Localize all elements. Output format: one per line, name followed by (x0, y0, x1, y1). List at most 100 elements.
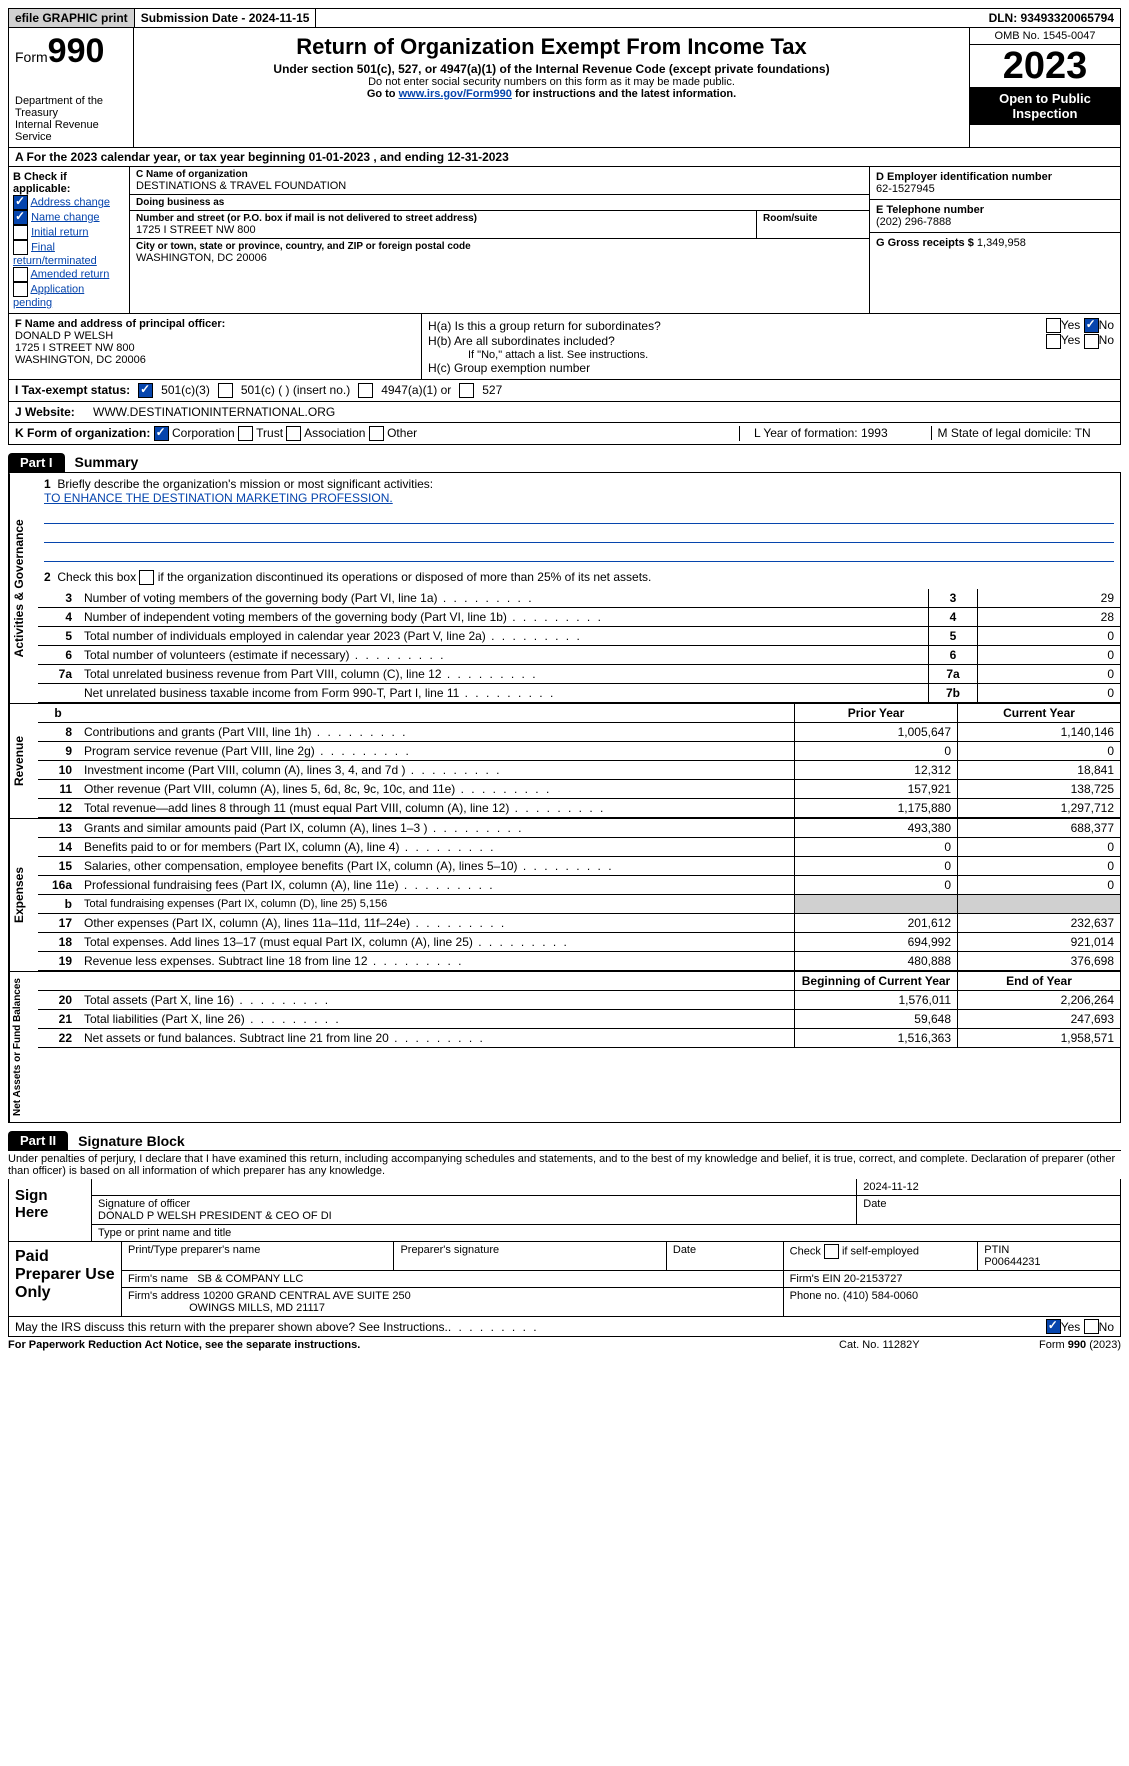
527-checkbox[interactable] (459, 383, 474, 398)
expenses-sidelabel: Expenses (9, 819, 38, 971)
officer-label: F Name and address of principal officer: (15, 318, 225, 330)
q2-checkbox[interactable] (139, 570, 154, 585)
discuss-yes-checkbox[interactable] (1046, 1319, 1061, 1334)
netassets-table: Beginning of Current YearEnd of Year 20T… (38, 972, 1120, 1048)
website-value: WWW.DESTINATIONINTERNATIONAL.ORG (93, 405, 335, 419)
gross-value: 1,349,958 (977, 237, 1026, 249)
phone-label: E Telephone number (876, 204, 1114, 216)
mission-line (44, 524, 1114, 543)
firm-ein: 20-2153727 (844, 1273, 903, 1285)
tax-status-label: I Tax-exempt status: (15, 383, 130, 397)
form-subtitle-1: Under section 501(c), 527, or 4947(a)(1)… (140, 62, 963, 76)
q2-label: Check this box if the organization disco… (57, 570, 651, 584)
preparer-date-label: Date (667, 1242, 784, 1270)
discuss-label: May the IRS discuss this return with the… (15, 1320, 448, 1334)
checkbox-item[interactable]: Initial return (13, 225, 125, 240)
checkbox-item[interactable]: Address change (13, 195, 125, 210)
end-year-header: End of Year (958, 972, 1121, 991)
box-deg: D Employer identification number 62-1527… (869, 167, 1120, 313)
mission-line (44, 543, 1114, 562)
hb-no-checkbox[interactable] (1084, 334, 1099, 349)
paid-preparer-label: Paid Preparer Use Only (9, 1242, 122, 1316)
checkbox-item[interactable]: Name change (13, 210, 125, 225)
checkbox-item[interactable]: Final return/terminated (13, 240, 125, 267)
korg-checkbox[interactable] (286, 426, 301, 441)
self-employed-label: Check if self-employed (784, 1242, 979, 1270)
korg-label: K Form of organization: (15, 426, 150, 440)
omb-number: OMB No. 1545-0047 (970, 28, 1120, 45)
room-label: Room/suite (763, 213, 863, 224)
dln: DLN: 93493320065794 (983, 9, 1120, 27)
box-h: H(a) Is this a group return for subordin… (422, 314, 1120, 379)
ein-label: D Employer identification number (876, 171, 1114, 183)
tax-year: 2023 (970, 45, 1120, 87)
ha-no-checkbox[interactable] (1084, 318, 1099, 333)
checkbox-item[interactable]: Application pending (13, 282, 125, 309)
row-j: J Website: WWW.DESTINATIONINTERNATIONAL.… (8, 402, 1121, 423)
city-value: WASHINGTON, DC 20006 (136, 252, 863, 264)
sign-date: 2024-11-12 (857, 1179, 1120, 1195)
ptin-value: P00644231 (984, 1256, 1040, 1268)
form-left: Form990 Department of the Treasury Inter… (9, 28, 134, 147)
netassets-sidelabel: Net Assets or Fund Balances (9, 972, 38, 1122)
box-f: F Name and address of principal officer:… (9, 314, 422, 379)
phone-value: (202) 296-7888 (876, 216, 1114, 228)
part-2-header: Part II Signature Block (8, 1131, 1121, 1151)
paperwork-notice: For Paperwork Reduction Act Notice, see … (8, 1339, 839, 1351)
form-subtitle-2: Do not enter social security numbers on … (140, 76, 963, 88)
q1-label: Briefly describe the organization's miss… (57, 477, 433, 491)
date-label: Date (857, 1196, 1120, 1224)
officer-addr2: WASHINGTON, DC 20006 (15, 354, 146, 366)
form-header: Form990 Department of the Treasury Inter… (8, 28, 1121, 148)
form-number: 990 (48, 32, 105, 70)
hb-yes-checkbox[interactable] (1046, 334, 1061, 349)
form-title-block: Return of Organization Exempt From Incom… (134, 28, 969, 147)
self-employed-checkbox[interactable] (824, 1244, 839, 1259)
korg-checkbox[interactable] (238, 426, 253, 441)
hb-label: H(b) Are all subordinates included? (428, 334, 615, 348)
form-label: Form (15, 49, 48, 65)
perjury-text: Under penalties of perjury, I declare th… (8, 1151, 1121, 1179)
discuss-no-checkbox[interactable] (1084, 1319, 1099, 1334)
preparer-sig-label: Preparer's signature (394, 1242, 666, 1270)
501c-checkbox[interactable] (218, 383, 233, 398)
governance-table: 3Number of voting members of the governi… (38, 589, 1120, 703)
goto-post: for instructions and the latest informat… (512, 88, 736, 100)
korg-checkbox[interactable] (154, 426, 169, 441)
ha-yes-checkbox[interactable] (1046, 318, 1061, 333)
part-2-title: Signature Block (68, 1133, 185, 1149)
section-fh: F Name and address of principal officer:… (8, 314, 1121, 380)
box-c: C Name of organization DESTINATIONS & TR… (130, 167, 869, 313)
efile-print-button[interactable]: efile GRAPHIC print (9, 9, 135, 27)
expenses-section: Expenses 13Grants and similar amounts pa… (8, 819, 1121, 972)
prior-year-header: Prior Year (795, 704, 958, 723)
expenses-table: 13Grants and similar amounts paid (Part … (38, 819, 1120, 971)
org-name-label: C Name of organization (136, 169, 863, 180)
signature-block: Sign Here 2024-11-12 Signature of office… (8, 1179, 1121, 1317)
current-year-header: Current Year (958, 704, 1121, 723)
ha-label: H(a) Is this a group return for subordin… (428, 319, 661, 333)
4947-checkbox[interactable] (358, 383, 373, 398)
part-2-tab: Part II (8, 1131, 68, 1150)
501c3-checkbox[interactable] (138, 383, 153, 398)
form-footer: Form 990 (2023) (1039, 1339, 1121, 1351)
goto-pre: Go to (367, 88, 399, 100)
sig-officer-name: DONALD P WELSH PRESIDENT & CEO OF DI (98, 1210, 332, 1222)
mission-line (44, 505, 1114, 524)
revenue-table: bPrior YearCurrent Year 8Contributions a… (38, 704, 1120, 818)
public-inspection: Open to Public Inspection (970, 87, 1120, 125)
revenue-sidelabel: Revenue (9, 704, 38, 818)
firm-addr1: 10200 GRAND CENTRAL AVE SUITE 250 (203, 1290, 411, 1302)
firm-name: SB & COMPANY LLC (197, 1273, 303, 1285)
dept-label: Department of the Treasury Internal Reve… (15, 95, 127, 143)
row-a: A For the 2023 calendar year, or tax yea… (8, 148, 1121, 167)
preparer-name-label: Print/Type preparer's name (122, 1242, 394, 1270)
year-formation: L Year of formation: 1993 (754, 426, 932, 440)
irs-link[interactable]: www.irs.gov/Form990 (399, 88, 512, 100)
submission-date: Submission Date - 2024-11-15 (135, 9, 317, 27)
korg-checkbox[interactable] (369, 426, 384, 441)
topbar: efile GRAPHIC print Submission Date - 20… (8, 8, 1121, 28)
checkbox-item[interactable]: Amended return (13, 267, 125, 282)
hc-label: H(c) Group exemption number (428, 361, 1114, 375)
part-1-title: Summary (65, 454, 139, 470)
